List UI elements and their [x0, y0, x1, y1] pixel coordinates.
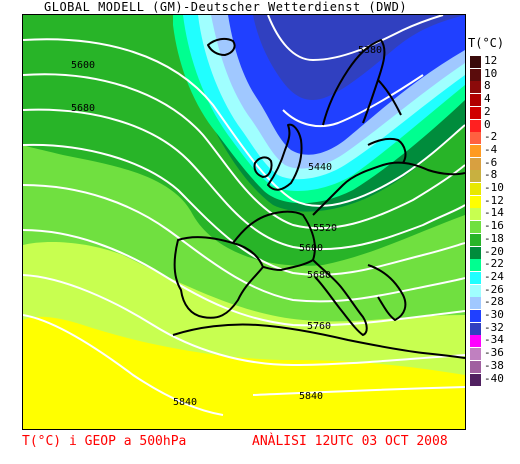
contour-label: 5600 [71, 60, 95, 71]
legend-swatch [470, 157, 481, 170]
legend-label: -38 [484, 358, 504, 372]
legend-item: -14 [470, 206, 520, 221]
legend-label: -26 [484, 282, 504, 296]
legend-item: -8 [470, 168, 520, 183]
legend-item: -32 [470, 320, 520, 335]
legend-swatch [470, 284, 481, 297]
legend-item: -4 [470, 142, 520, 157]
legend-swatch [470, 297, 481, 310]
legend-swatch [470, 259, 481, 272]
legend-item: -2 [470, 130, 520, 145]
legend-swatch [470, 348, 481, 361]
legend-label: -14 [484, 206, 504, 220]
legend-label: -34 [484, 333, 504, 347]
map-title: GLOBAL MODELL (GM)-Deutscher Wetterdiens… [44, 0, 408, 14]
contour-label: 5840 [299, 391, 323, 402]
legend-label: -4 [484, 142, 498, 156]
legend-swatch [470, 144, 481, 157]
legend-item: -20 [470, 244, 520, 259]
legend-label: 10 [484, 66, 498, 80]
legend-swatch [470, 132, 481, 145]
legend-label: -30 [484, 308, 504, 321]
legend-label: -22 [484, 257, 504, 271]
legend-item: -26 [470, 282, 520, 297]
legend-label: -12 [484, 193, 504, 207]
contour-label: 5520 [313, 223, 337, 234]
coastlines [172, 37, 465, 359]
legend-label: -28 [484, 295, 504, 309]
legend-label: -40 [484, 371, 504, 385]
legend-label: -10 [484, 181, 504, 194]
legend-label: -6 [484, 155, 498, 169]
legend-swatch [470, 183, 481, 195]
legend-label: -16 [484, 219, 504, 233]
legend-label: 2 [484, 104, 491, 118]
legend-swatch [470, 68, 481, 81]
legend-swatch [470, 233, 481, 246]
legend-label: -32 [484, 320, 504, 334]
legend-label: 8 [484, 79, 491, 93]
legend-swatch [470, 335, 481, 348]
legend-item: -12 [470, 193, 520, 208]
legend-swatch [470, 119, 481, 132]
legend-item: 4 [470, 92, 520, 107]
footer-variable: T(°C) i GEOP a 500hPa [22, 434, 187, 449]
legend-item: -38 [470, 358, 520, 373]
legend-item: -18 [470, 231, 520, 246]
legend-item: 2 [470, 104, 520, 119]
legend-unit: T(°C) [468, 36, 505, 50]
legend-item: -16 [470, 219, 520, 234]
legend-swatch [470, 322, 481, 335]
contour-label: 5760 [307, 321, 331, 332]
legend-item: -24 [470, 269, 520, 284]
legend-item: -10 [470, 181, 520, 195]
legend-label: -8 [484, 168, 498, 182]
legend-swatch [470, 246, 481, 259]
legend-swatch [470, 81, 481, 94]
legend-label: -24 [484, 269, 504, 283]
contour-labels: 5380 5600 5680 5440 5520 5600 5680 5760 5840 5840 [71, 45, 382, 408]
legend-item: -36 [470, 346, 520, 361]
legend-label: -20 [484, 244, 504, 258]
contour-label: 5840 [173, 397, 197, 408]
legend-label: -2 [484, 130, 498, 144]
legend-swatch [470, 221, 481, 234]
legend-swatch [470, 271, 481, 284]
legend-swatch [470, 195, 481, 208]
legend-item: 12 [470, 54, 520, 68]
contour-label: 5680 [71, 103, 95, 114]
legend-item: -6 [470, 155, 520, 170]
legend-label: 0 [484, 117, 491, 131]
legend-label: -18 [484, 231, 504, 245]
legend-swatch [470, 170, 481, 183]
legend-swatch [470, 208, 481, 221]
legend-item: -34 [470, 333, 520, 348]
legend-item: -28 [470, 295, 520, 310]
weather-map: 5380 5600 5680 5440 5520 5600 5680 5760 5840 5840 [22, 14, 466, 430]
legend-item: 10 [470, 66, 520, 81]
legend-swatch [470, 94, 481, 107]
legend-swatch [470, 360, 481, 373]
legend-swatch [470, 310, 481, 322]
legend-item: -22 [470, 257, 520, 272]
geopotential-contours [23, 15, 465, 416]
legend-item: -30 [470, 308, 520, 322]
contour-label: 5600 [299, 243, 323, 254]
legend-label: 12 [484, 54, 498, 67]
legend-item: -40 [470, 371, 520, 386]
temperature-legend: 12 10 8 4 2 0 -2 -4 -6 -8 -10 -12 -14 -16 -18 -20 -22 -24… [470, 54, 520, 386]
contour-label: 5380 [358, 45, 382, 56]
legend-swatch [470, 106, 481, 119]
legend-item: 8 [470, 79, 520, 94]
footer-analysis-time: ANÀLISI 12UTC 03 OCT 2008 [252, 434, 448, 449]
legend-label: 4 [484, 92, 491, 106]
legend-item: 0 [470, 117, 520, 132]
legend-swatch [470, 56, 481, 68]
contour-label: 5680 [307, 270, 331, 281]
contour-label: 5440 [308, 162, 332, 173]
band-darkblue [253, 15, 465, 100]
legend-swatch [470, 373, 481, 386]
legend-label: -36 [484, 346, 504, 360]
